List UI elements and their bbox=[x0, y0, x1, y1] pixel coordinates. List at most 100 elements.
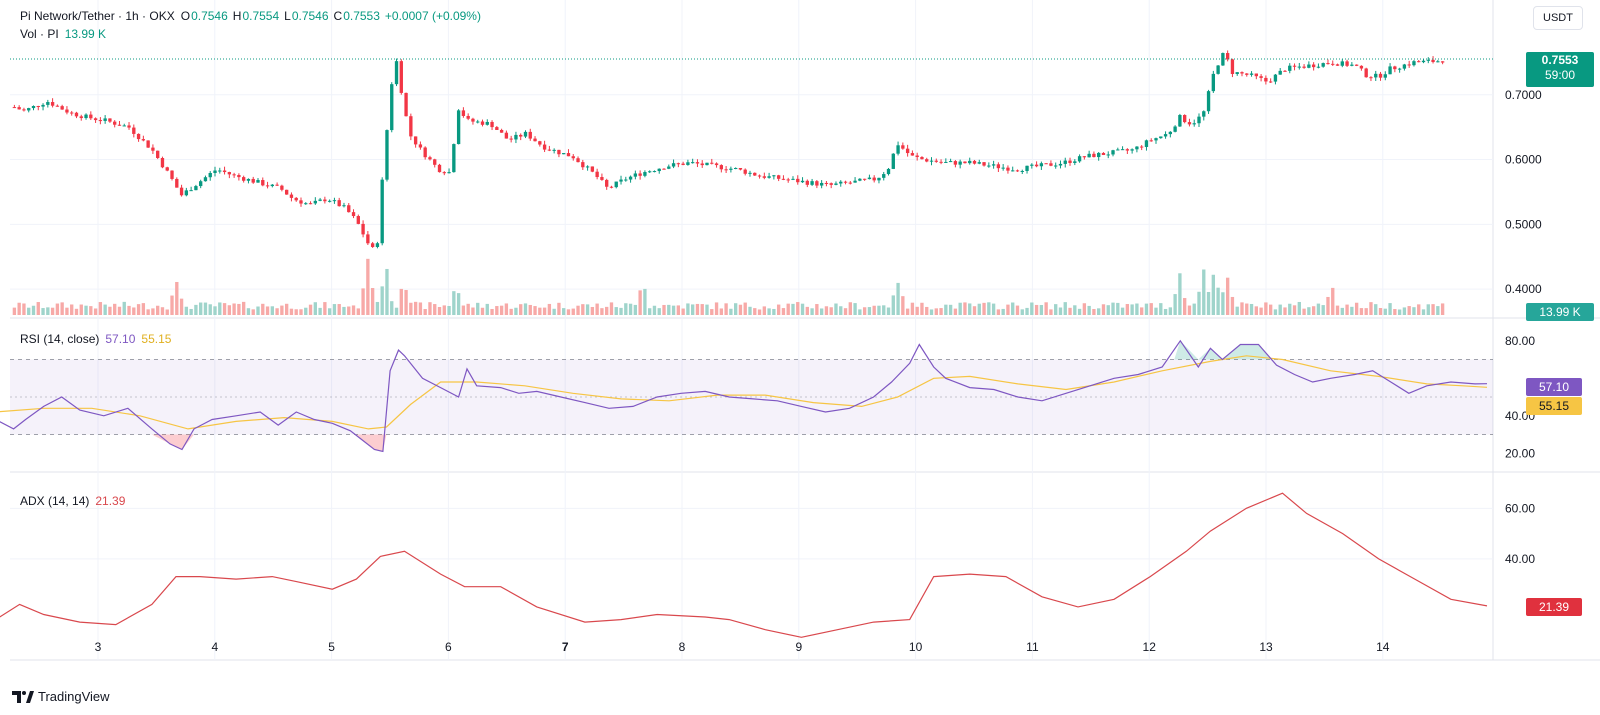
volume-bar bbox=[562, 308, 566, 315]
rsi-label[interactable]: RSI (14, close) bbox=[20, 332, 100, 346]
candle-body bbox=[590, 166, 595, 172]
candle-body bbox=[490, 121, 494, 128]
candle-body bbox=[1268, 81, 1273, 83]
time-axis-label: 5 bbox=[328, 640, 335, 654]
symbol-title[interactable]: Pi Network/Tether · 1h · OKX bbox=[20, 9, 175, 23]
candle-body bbox=[1182, 115, 1187, 123]
volume-bar bbox=[165, 309, 169, 315]
candle-body bbox=[184, 190, 189, 196]
volume-label[interactable]: Vol · PI bbox=[20, 27, 59, 41]
candle-body bbox=[1297, 66, 1301, 68]
volume-bar bbox=[657, 308, 661, 315]
volume-bar bbox=[237, 303, 241, 315]
volume-bar bbox=[70, 304, 74, 315]
volume-bar bbox=[361, 288, 365, 315]
volume-bar bbox=[1206, 291, 1211, 315]
volume-bar bbox=[351, 305, 356, 315]
volume-bar bbox=[1254, 306, 1258, 315]
rsi-value-tag: 57.10 bbox=[1526, 378, 1582, 396]
tradingview-logo[interactable]: TradingView bbox=[12, 689, 110, 704]
high-label: H bbox=[232, 9, 242, 23]
volume-bar bbox=[256, 306, 260, 315]
time-axis-label: 9 bbox=[795, 640, 802, 654]
candle-body bbox=[289, 194, 294, 198]
candle-body bbox=[853, 180, 857, 183]
volume-bar bbox=[1011, 302, 1015, 315]
candle-body bbox=[294, 197, 298, 201]
candle-body bbox=[786, 179, 790, 181]
volume-bar bbox=[691, 304, 695, 315]
volume-bar bbox=[227, 305, 232, 315]
candle-body bbox=[471, 118, 475, 122]
volume-bar bbox=[834, 303, 838, 315]
time-axis-label: 7 bbox=[562, 640, 569, 654]
volume-bar bbox=[1182, 298, 1187, 315]
candle-body bbox=[1393, 66, 1397, 70]
candle-body bbox=[1316, 66, 1321, 68]
volume-bar bbox=[996, 309, 1001, 315]
candle-body bbox=[987, 165, 991, 167]
candle-body bbox=[738, 167, 743, 170]
volume-bar bbox=[203, 302, 208, 315]
volume-bar bbox=[46, 307, 50, 315]
candle-body bbox=[681, 163, 685, 165]
candle-body bbox=[948, 161, 953, 163]
candle-body bbox=[996, 164, 1001, 169]
volume-bar bbox=[982, 302, 986, 315]
volume-bar bbox=[433, 304, 437, 315]
candle-body bbox=[476, 121, 480, 123]
volume-bar bbox=[1331, 287, 1335, 315]
volume-bar bbox=[695, 303, 700, 315]
candle-body bbox=[829, 183, 833, 185]
candle-body bbox=[767, 176, 771, 178]
tradingview-logo-text: TradingView bbox=[38, 689, 110, 704]
volume-bar bbox=[1178, 273, 1182, 315]
volume-bar bbox=[576, 305, 580, 315]
volume-bar bbox=[1006, 304, 1010, 315]
candle-body bbox=[662, 168, 666, 170]
candle-body bbox=[791, 178, 795, 180]
candle-body bbox=[308, 203, 313, 205]
time-axis-label: 3 bbox=[95, 640, 102, 654]
volume-bar bbox=[1311, 306, 1316, 315]
volume-bar bbox=[1197, 291, 1201, 315]
volume-bar bbox=[1421, 309, 1426, 315]
candle-body bbox=[972, 160, 977, 164]
volume-bar bbox=[366, 258, 370, 315]
volume-bar bbox=[194, 304, 198, 315]
candle-body bbox=[456, 110, 461, 145]
volume-bar bbox=[839, 306, 843, 315]
volume-bar bbox=[1034, 304, 1039, 315]
adx-label[interactable]: ADX (14, 14) bbox=[20, 494, 90, 508]
volume-bar bbox=[423, 309, 427, 315]
volume-bar bbox=[1326, 296, 1330, 315]
candle-body bbox=[605, 179, 609, 187]
volume-bar bbox=[232, 303, 236, 315]
currency-button[interactable]: USDT bbox=[1533, 6, 1583, 30]
volume-bar bbox=[776, 304, 781, 315]
candle-body bbox=[1178, 115, 1182, 127]
candle-body bbox=[872, 177, 876, 181]
volume-bar bbox=[547, 303, 552, 315]
volume-bar bbox=[619, 307, 623, 315]
candle-body bbox=[1192, 123, 1196, 125]
candle-body bbox=[1240, 72, 1244, 74]
volume-bar bbox=[55, 303, 60, 315]
volume-bar bbox=[1359, 308, 1364, 315]
candle-body bbox=[1111, 150, 1115, 155]
volume-bar bbox=[108, 306, 112, 315]
candle-body bbox=[213, 170, 217, 173]
volume-bar bbox=[1135, 303, 1139, 315]
volume-bar bbox=[151, 308, 155, 315]
rsi-ma-line bbox=[0, 355, 1488, 430]
volume-bar bbox=[156, 305, 160, 315]
volume-bar bbox=[1039, 305, 1044, 315]
candle-body bbox=[1173, 126, 1177, 132]
volume-bar bbox=[275, 308, 279, 315]
volume-bar bbox=[953, 308, 958, 315]
volume-bar bbox=[332, 304, 337, 315]
volume-bar bbox=[93, 308, 98, 315]
candle-body bbox=[542, 144, 547, 150]
volume-bar bbox=[1173, 294, 1177, 315]
